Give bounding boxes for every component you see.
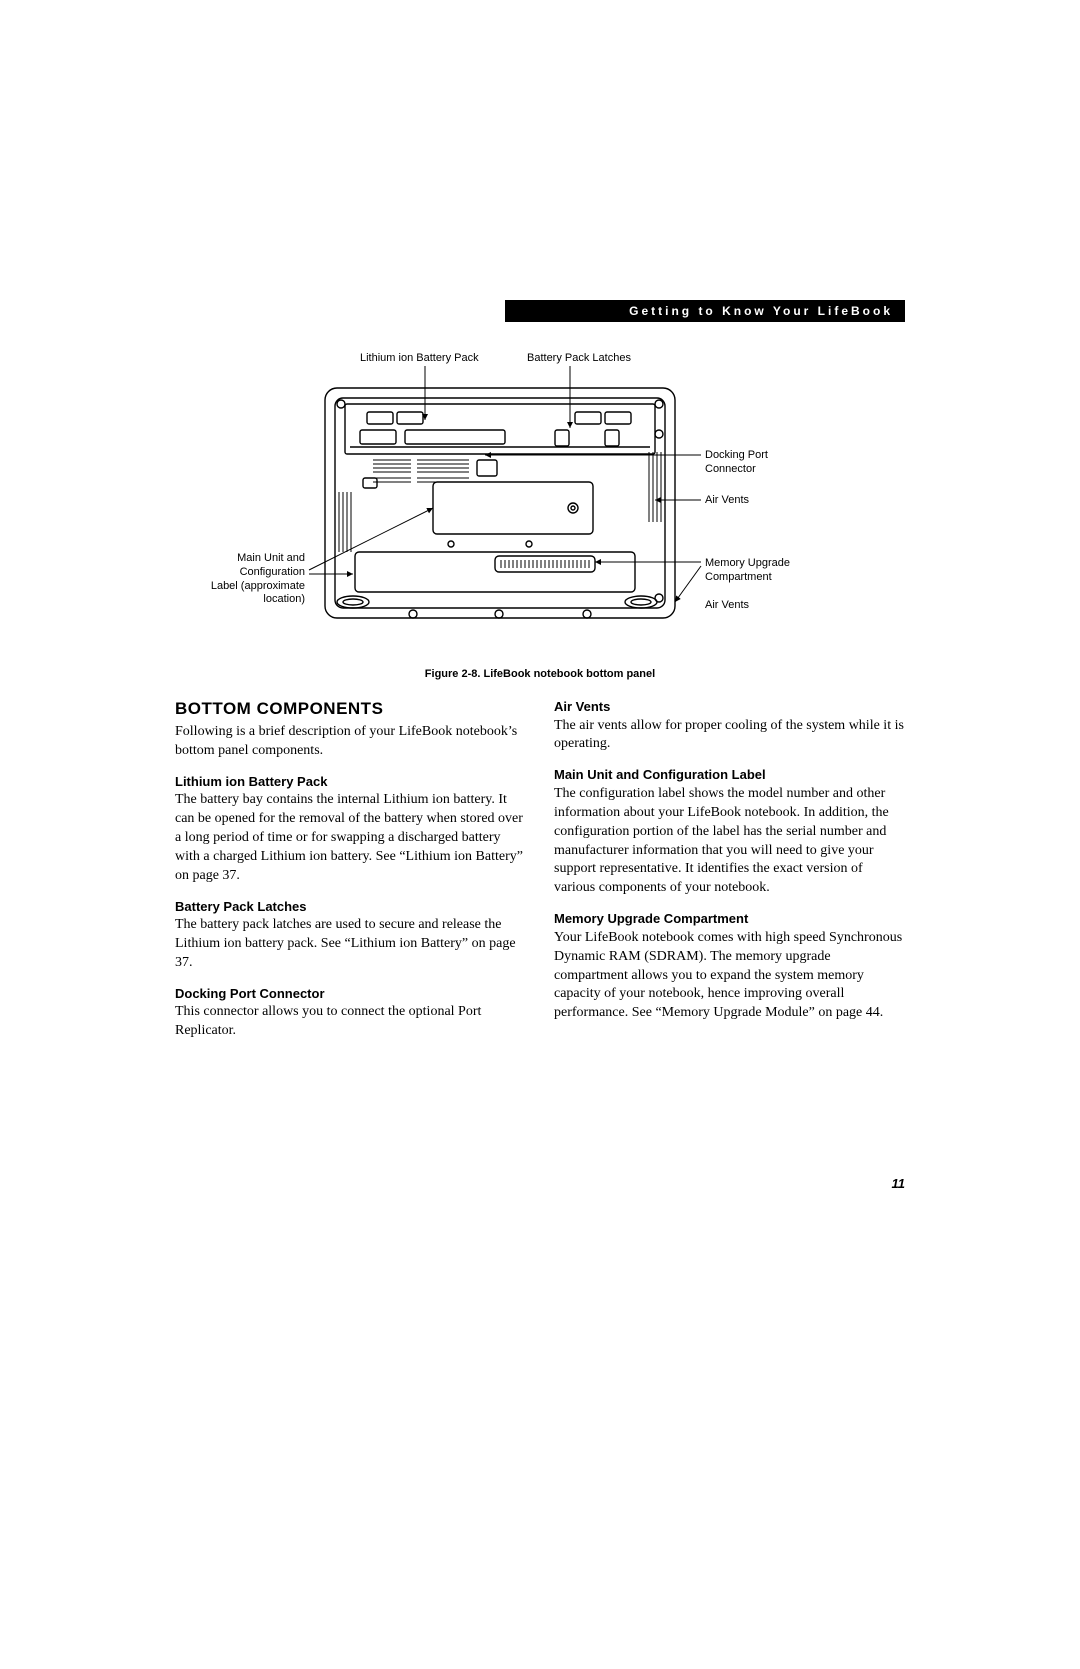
label-docking-port: Docking Port Connector [705,449,768,477]
body-docking: This connector allows you to connect the… [175,1003,526,1041]
label-air-vents-2: Air Vents [705,599,749,613]
figure-caption: Figure 2-8. LifeBook notebook bottom pan… [175,668,905,680]
label-latches: Battery Pack Latches [527,352,631,366]
section-title: BOTTOM COMPONENTS [175,698,526,721]
body-battery-pack: The battery bay contains the internal Li… [175,791,526,885]
sub-battery-pack: Lithium ion Battery Pack [175,773,526,791]
sub-latches: Battery Pack Latches [175,898,526,916]
figure-area: Lithium ion Battery Pack Battery Pack La… [175,352,905,662]
body-config-label: The configuration label shows the model … [554,785,905,898]
intro-text: Following is a brief description of your… [175,723,526,761]
sub-air-vents: Air Vents [554,698,905,716]
label-memory: Memory Upgrade Compartment [705,557,790,585]
body-memory: Your LifeBook notebook comes with high s… [554,929,905,1023]
left-column: BOTTOM COMPONENTS Following is a brief d… [175,698,526,1041]
sub-memory: Memory Upgrade Compartment [554,910,905,928]
body-air-vents: The air vents allow for proper cooling o… [554,717,905,755]
sub-docking: Docking Port Connector [175,985,526,1003]
bottom-panel-diagram [175,352,905,662]
right-column: Air Vents The air vents allow for proper… [554,698,905,1041]
label-battery-pack: Lithium ion Battery Pack [360,352,479,366]
page-number: 11 [892,1176,906,1191]
sub-config-label: Main Unit and Configuration Label [554,766,905,784]
page-content: Getting to Know Your LifeBook Lithium io… [175,300,905,1041]
columns: BOTTOM COMPONENTS Following is a brief d… [175,698,905,1041]
chapter-header: Getting to Know Your LifeBook [505,300,905,322]
body-latches: The battery pack latches are used to sec… [175,916,526,973]
label-main-unit: Main Unit and Configuration Label (appro… [175,552,305,607]
label-air-vents-1: Air Vents [705,494,749,508]
